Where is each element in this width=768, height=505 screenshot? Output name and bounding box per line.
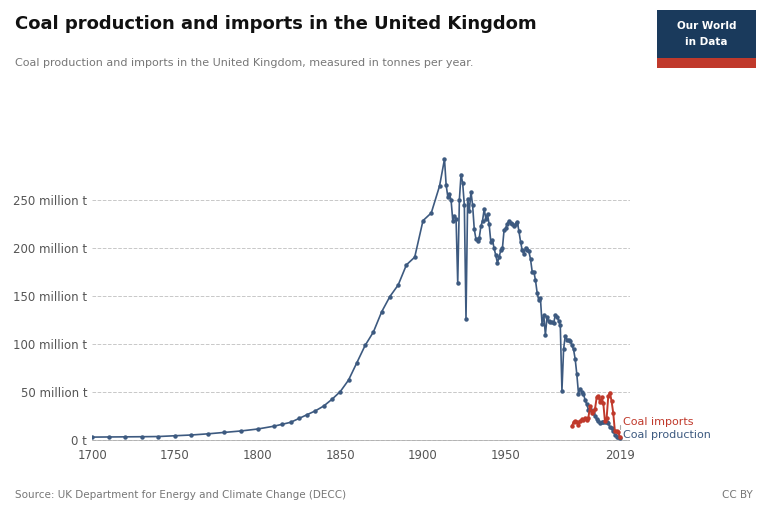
Text: Coal production and imports in the United Kingdom: Coal production and imports in the Unite… <box>15 15 537 33</box>
Text: in Data: in Data <box>685 37 728 47</box>
Text: Source: UK Department for Energy and Climate Change (DECC): Source: UK Department for Energy and Cli… <box>15 490 346 500</box>
Text: CC BY: CC BY <box>722 490 753 500</box>
FancyBboxPatch shape <box>657 58 756 68</box>
Text: Coal production and imports in the United Kingdom, measured in tonnes per year.: Coal production and imports in the Unite… <box>15 58 474 68</box>
FancyBboxPatch shape <box>657 10 756 68</box>
Text: Coal production: Coal production <box>620 430 711 440</box>
Text: Coal imports: Coal imports <box>620 417 694 429</box>
Text: Our World: Our World <box>677 21 737 31</box>
